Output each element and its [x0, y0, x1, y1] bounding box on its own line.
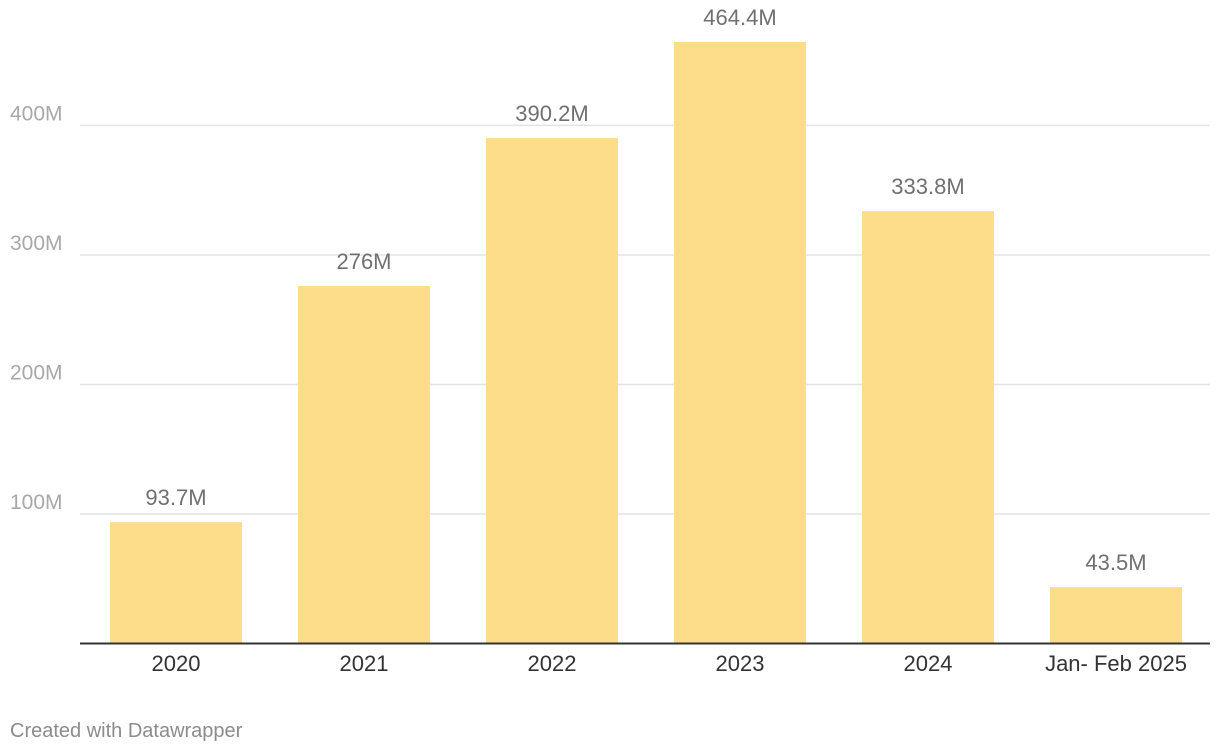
value-label: 93.7M [145, 485, 206, 510]
value-label: 464.4M [703, 5, 776, 30]
value-label: 390.2M [515, 101, 588, 126]
bar-chart: 100M 200M 300M 400M 93.7M 276M 390.2M 464.4M 33… [10, 5, 1210, 676]
value-label: 43.5M [1085, 550, 1146, 575]
bar-2020 [110, 522, 242, 644]
gridlines [80, 124, 1210, 515]
bar-jan--feb-2025 [1050, 587, 1182, 644]
category-label: Jan- Feb 2025 [1045, 651, 1187, 676]
category-label: 2020 [152, 651, 201, 676]
category-label: 2023 [716, 651, 765, 676]
y-tick-label: 200M [10, 361, 63, 384]
y-axis-tick-labels: 100M 200M 300M 400M [10, 102, 63, 514]
x-axis-category-labels: 2020 2021 2022 2023 2024 Jan- Feb 2025 [152, 651, 1187, 676]
category-label: 2024 [904, 651, 953, 676]
y-tick-label: 400M [10, 102, 63, 125]
datawrapper-credit: Created with Datawrapper [10, 720, 243, 742]
bar-2024 [862, 211, 994, 644]
y-tick-label: 100M [10, 491, 63, 514]
category-label: 2022 [528, 651, 577, 676]
bars [110, 42, 1182, 644]
bar-2022 [486, 138, 618, 644]
category-label: 2021 [340, 651, 389, 676]
bar-2023 [674, 42, 806, 644]
value-label: 276M [336, 249, 391, 274]
value-labels: 93.7M 276M 390.2M 464.4M 333.8M 43.5M [145, 5, 1146, 575]
value-label: 333.8M [891, 174, 964, 199]
bar-2021 [298, 286, 430, 644]
y-tick-label: 300M [10, 232, 63, 255]
